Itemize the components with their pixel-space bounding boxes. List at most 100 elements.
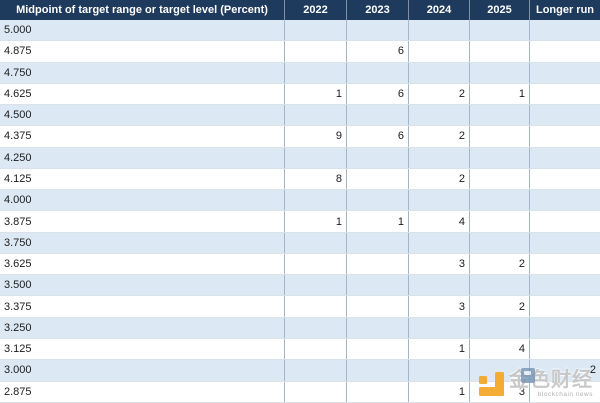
header-longer-run: Longer run [529,0,600,20]
rate-label-cell: 2.875 [4,385,32,398]
count-cell [469,20,529,41]
count-cell [529,253,600,275]
count-cell [469,232,529,253]
count-cell [529,275,600,296]
count-cell: 1 [284,211,346,232]
count-cell [284,105,346,126]
count-cell [284,381,346,402]
count-cell: 6 [346,41,408,62]
rate-label-cell: 4.125 [4,172,32,185]
table-row: 3.375 3 2 [0,296,600,318]
rate-label-cell: 3.375 [4,300,32,313]
count-cell [469,317,529,338]
table-row: 3.625 3 2 [0,253,600,276]
rate-label-cell: 4.750 [4,66,32,79]
count-cell [469,41,529,62]
rate-label-cell: 3.875 [4,215,32,228]
table-row: 2.875 1 3 [0,381,600,403]
header-year-2022: 2022 [284,0,346,20]
count-cell: 4 [408,211,469,232]
count-cell [408,190,469,211]
rate-label-cell: 4.000 [4,194,32,207]
count-cell [408,360,469,381]
count-cell [284,253,346,275]
table-row: 3.125 1 4 [0,338,600,361]
count-cell: 1 [346,211,408,232]
count-cell: 4 [469,338,529,360]
count-cell [346,360,408,381]
count-cell [284,275,346,296]
count-cell [529,190,600,211]
count-cell [284,190,346,211]
count-cell [529,168,600,190]
count-cell [284,360,346,381]
count-cell [346,168,408,190]
header-year-2023: 2023 [346,0,408,20]
count-cell [346,317,408,338]
count-cell: 8 [284,168,346,190]
count-cell [469,190,529,211]
count-cell [408,275,469,296]
count-cell [529,83,600,105]
count-cell [346,232,408,253]
count-cell: 6 [346,126,408,147]
count-cell [408,232,469,253]
count-cell [346,253,408,275]
count-cell [284,41,346,62]
rate-label-cell: 3.500 [4,279,32,292]
count-cell [284,296,346,317]
count-cell: 9 [284,126,346,147]
count-cell [469,147,529,168]
count-cell [529,147,600,168]
header-year-2025: 2025 [469,0,529,20]
count-cell [408,105,469,126]
count-cell: 1 [408,381,469,402]
count-cell [284,20,346,41]
rate-label-cell: 3.750 [4,236,32,249]
count-cell [529,317,600,338]
count-cell [408,147,469,168]
count-cell [529,105,600,126]
count-cell [408,41,469,62]
count-cell [529,41,600,62]
count-cell [408,20,469,41]
count-cell [408,317,469,338]
count-cell [408,62,469,83]
table-header-row: Midpoint of target range or target level… [0,0,600,20]
count-cell: 2 [408,126,469,147]
count-cell [529,62,600,83]
count-cell [469,168,529,190]
count-cell [284,317,346,338]
count-cell: 1 [284,83,346,105]
count-cell [346,190,408,211]
count-cell [529,381,600,402]
table-row: 4.875 6 [0,41,600,63]
count-cell [529,296,600,317]
count-cell: 3 [469,381,529,402]
count-cell: 3 [408,296,469,317]
table-row: 4.750 [0,62,600,84]
count-cell [346,105,408,126]
rate-label-cell: 3.125 [4,343,32,356]
table-row: 4.250 [0,147,600,169]
count-cell [469,62,529,83]
count-cell: 6 [346,83,408,105]
count-cell [284,62,346,83]
table-row: 3.875 1 1 4 [0,211,600,233]
count-cell [346,296,408,317]
rate-label-cell: 3.250 [4,321,32,334]
count-cell [529,338,600,360]
count-cell [529,20,600,41]
count-cell [469,360,529,381]
header-year-2024: 2024 [408,0,469,20]
count-cell: 2 [529,360,600,381]
table-row: 3.000 2 [0,360,600,382]
count-cell [346,338,408,360]
table-row: 3.750 [0,232,600,254]
rate-label-cell: 4.500 [4,109,32,122]
count-cell [346,275,408,296]
count-cell: 3 [408,253,469,275]
rate-label-cell: 3.000 [4,364,32,377]
rate-label-cell: 3.625 [4,258,32,271]
